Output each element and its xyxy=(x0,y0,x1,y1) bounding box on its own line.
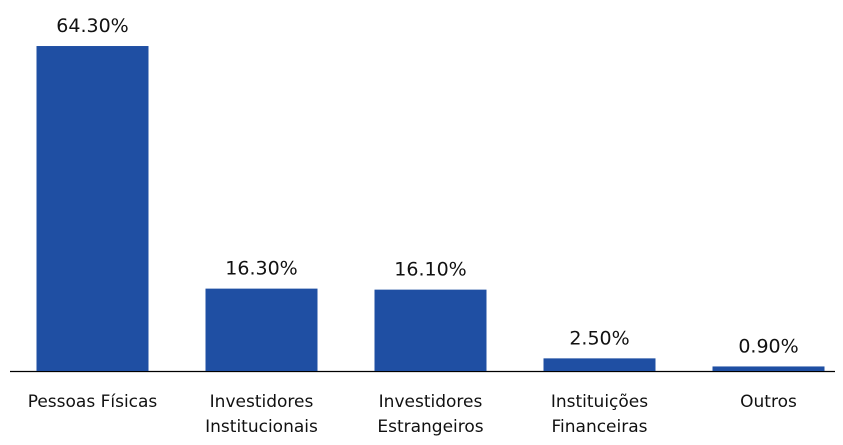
bar xyxy=(36,46,149,371)
x-tick-label: Pessoas Físicas xyxy=(27,392,158,412)
bar xyxy=(374,289,487,371)
value-label: 0.90% xyxy=(738,335,798,357)
bar xyxy=(205,288,318,371)
value-label: 16.10% xyxy=(394,259,466,281)
bar xyxy=(543,358,656,371)
bar xyxy=(712,366,825,371)
x-tick-label: Instituições Financeiras xyxy=(550,392,649,437)
x-tick-label: Investidores Institucionais xyxy=(205,392,318,437)
x-tick-label: Outros xyxy=(740,392,797,412)
value-label: 64.30% xyxy=(56,15,128,37)
x-tick-label: Investidores Estrangeiros xyxy=(377,392,484,437)
value-label: 2.50% xyxy=(569,327,629,349)
value-label: 16.30% xyxy=(225,258,297,280)
